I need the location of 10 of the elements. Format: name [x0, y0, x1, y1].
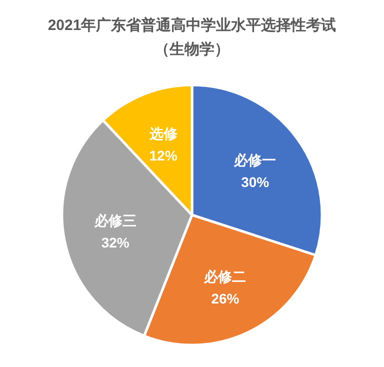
chart-subtitle: （生物学）: [154, 41, 230, 58]
slice-label: 选修: [148, 125, 178, 142]
data-label: 30%: [241, 174, 270, 190]
data-label: 12%: [149, 147, 178, 164]
slice-label: 必修一: [233, 152, 276, 168]
slice-label: 必修三: [93, 212, 136, 229]
data-label: 26%: [211, 290, 240, 307]
slice-label: 必修二: [203, 268, 246, 285]
chart-title: 2021年广东省普通高中学业水平选择性考试: [48, 16, 336, 34]
data-label: 32%: [101, 234, 130, 251]
